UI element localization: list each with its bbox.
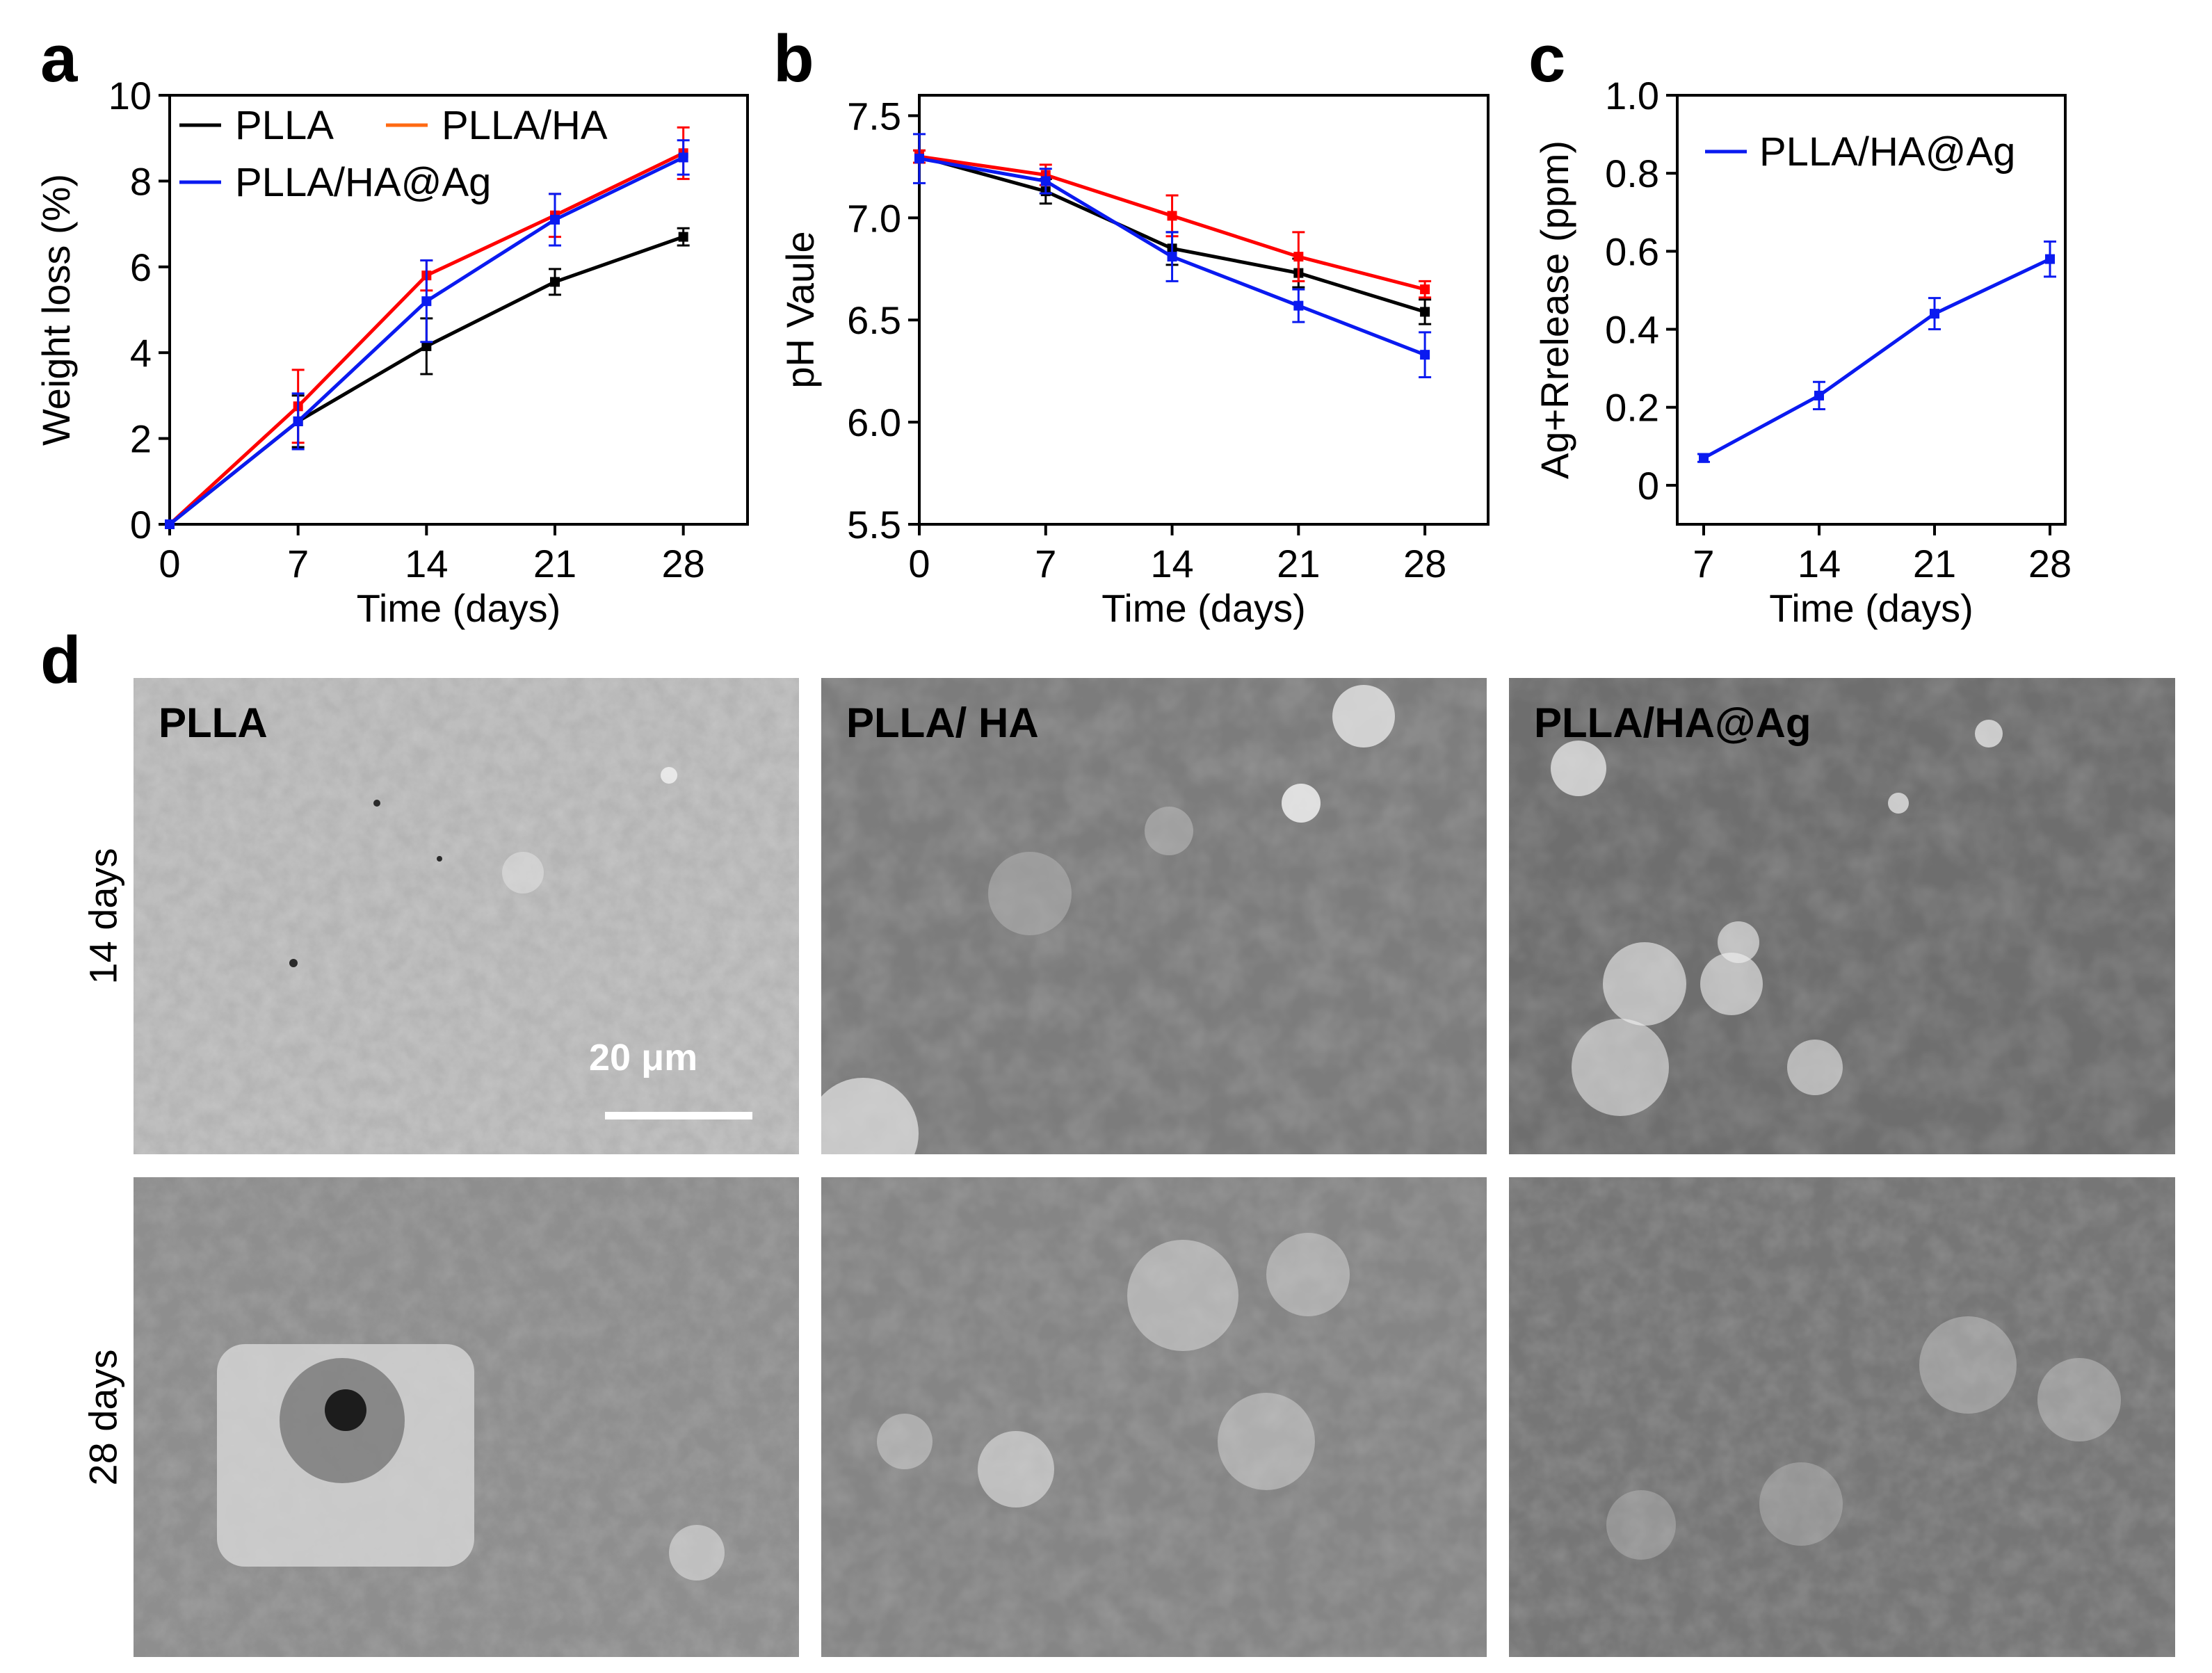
y-tick-label: 0.2 <box>1605 386 1659 430</box>
y-tick-label: 7.5 <box>847 94 901 138</box>
data-point <box>1814 390 1824 401</box>
y-tick-label: 10 <box>108 74 152 118</box>
ph-value-chart: 0 7 14 21 28 5.5 6.0 6.5 7.0 7.5 Time (days) pH Vau… <box>778 94 1490 630</box>
sem-image-plla-ha-ag-14-days: PLLA/HA@Ag <box>1509 678 2175 1154</box>
x-axis-label: Time (days) <box>1101 586 1306 630</box>
data-point <box>165 519 175 529</box>
panel-letter-c: c <box>1528 22 1566 96</box>
x-tick-label: 28 <box>1403 542 1446 585</box>
data-point <box>678 152 688 163</box>
x-tick-label: 21 <box>533 542 576 585</box>
y-tick-label: 0 <box>1638 464 1659 508</box>
y-tick-label: 7.0 <box>847 196 901 240</box>
x-tick-label: 0 <box>159 542 180 585</box>
sem-image-plla-ha-28-days <box>821 1177 1487 1657</box>
series-line-plla-ha-ag <box>1702 257 2051 460</box>
data-point <box>293 416 303 426</box>
y-tick-label: 0.4 <box>1605 308 1659 352</box>
data-point <box>914 154 924 164</box>
y-axis-label: pH Vaule <box>778 231 822 388</box>
data-point <box>1930 309 1939 319</box>
plot-frame <box>1676 94 2067 526</box>
legend-label: PLLA/HA <box>442 103 608 148</box>
plot-frame <box>168 94 749 526</box>
sem-row-label-28-days: 28 days <box>81 1349 125 1486</box>
data-point <box>1167 211 1177 221</box>
y-tick-label: 5.5 <box>847 503 901 547</box>
scale-bar-label: 20 μm <box>589 1037 698 1078</box>
legend-label: PLLA <box>235 103 334 148</box>
data-point <box>1293 300 1304 311</box>
data-point <box>1167 252 1177 262</box>
y-tick-label: 2 <box>130 417 152 461</box>
data-point <box>1040 176 1051 186</box>
sem-row-label-14-days: 14 days <box>81 848 125 985</box>
data-point <box>2045 254 2055 264</box>
panel-letter-b: b <box>773 22 814 96</box>
data-point <box>1420 307 1430 317</box>
data-point <box>421 341 432 351</box>
x-tick-label: 14 <box>1150 542 1193 585</box>
x-tick-label: 7 <box>1693 542 1714 585</box>
x-tick-label: 0 <box>908 542 930 585</box>
sem-image-plla-28-days <box>134 1177 799 1657</box>
x-tick-label: 7 <box>1035 542 1056 585</box>
sem-column-label-plla-ha: PLLA/ HA <box>846 700 1039 746</box>
weight-loss-chart: 0 7 14 21 28 0 2 4 6 8 10 Time (days) Weight loss (%… <box>34 74 749 630</box>
x-tick-label: 28 <box>2028 542 2072 585</box>
ag-release-chart: 7 14 21 28 0 0.2 0.4 0.6 0.8 1.0 Time (days) Ag+Rre… <box>1533 74 2072 630</box>
x-tick-label: 21 <box>1277 542 1320 585</box>
sem-column-label-plla-ha-ag: PLLA/HA@Ag <box>1534 700 1811 746</box>
x-axis-label: Time (days) <box>1769 586 1973 630</box>
y-tick-label: 0 <box>130 503 152 547</box>
y-tick-label: 6.0 <box>847 401 901 444</box>
data-point <box>678 232 688 242</box>
scale-bar <box>605 1112 752 1120</box>
y-axis-label: Weight loss (%) <box>34 174 78 446</box>
x-tick-label: 14 <box>405 542 448 585</box>
x-tick-label: 21 <box>1913 542 1956 585</box>
data-point <box>550 214 560 225</box>
data-point <box>1420 284 1430 295</box>
panel-letter-a: a <box>40 22 78 96</box>
y-tick-label: 1.0 <box>1605 74 1659 118</box>
y-tick-label: 6 <box>130 245 152 289</box>
y-tick-label: 0.8 <box>1605 152 1659 195</box>
y-tick-label: 4 <box>130 331 152 375</box>
y-tick-label: 6.5 <box>847 298 901 342</box>
sem-image-plla-ha-ag-28-days <box>1509 1177 2175 1657</box>
x-tick-label: 14 <box>1798 542 1841 585</box>
y-tick-label: 8 <box>130 159 152 203</box>
sem-column-label-plla: PLLA <box>159 700 268 746</box>
legend-label: PLLA/HA@Ag <box>1759 129 2015 175</box>
sem-image-plla-14-days: PLLA 20 μm <box>134 678 799 1154</box>
y-axis-label: Ag+Rrelease (ppm) <box>1533 140 1576 479</box>
y-tick-label: 0.6 <box>1605 229 1659 273</box>
plot-frame <box>918 94 1490 526</box>
data-point <box>421 296 432 307</box>
data-point <box>1420 350 1430 360</box>
data-point <box>1699 453 1709 463</box>
x-axis-label: Time (days) <box>357 586 561 630</box>
data-point <box>550 277 560 287</box>
panel-letter-d: d <box>40 623 81 697</box>
data-point <box>1293 252 1304 262</box>
x-tick-label: 7 <box>287 542 309 585</box>
sem-image-plla-ha-14-days: PLLA/ HA <box>821 678 1487 1154</box>
legend-label: PLLA/HA@Ag <box>235 160 491 205</box>
x-tick-label: 28 <box>662 542 705 585</box>
